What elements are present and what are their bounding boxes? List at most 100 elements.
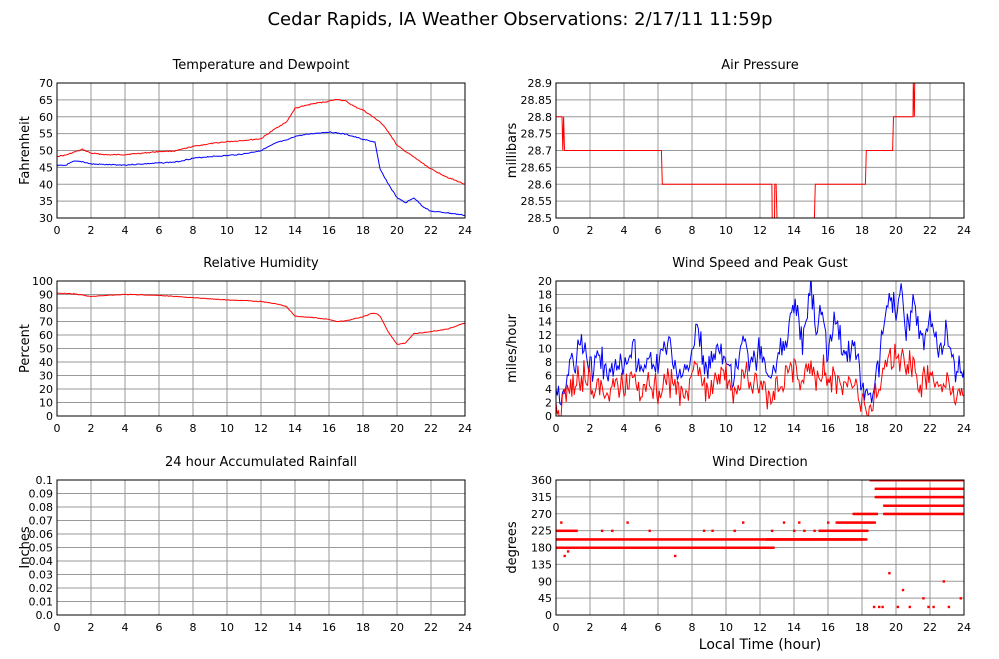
plot-frame bbox=[56, 280, 466, 417]
direction-point bbox=[784, 538, 788, 541]
direction-point bbox=[872, 512, 876, 516]
x-tick-label: 18 bbox=[855, 224, 869, 237]
series-line-0 bbox=[556, 83, 964, 218]
direction-point bbox=[740, 546, 744, 549]
direction-point bbox=[745, 538, 748, 541]
direction-point bbox=[941, 495, 944, 499]
direction-point bbox=[880, 480, 883, 482]
direction-point bbox=[574, 538, 577, 541]
direction-point bbox=[571, 529, 574, 533]
direction-point bbox=[961, 504, 964, 507]
direction-point bbox=[688, 538, 691, 541]
direction-point bbox=[799, 538, 803, 541]
direction-point bbox=[621, 546, 624, 549]
direction-point bbox=[648, 538, 652, 541]
direction-point bbox=[798, 521, 801, 524]
direction-point bbox=[823, 529, 827, 533]
direction-point bbox=[591, 538, 595, 541]
direction-point bbox=[923, 480, 927, 482]
y-tick-label: 30 bbox=[39, 370, 53, 383]
y-tick-label: 45 bbox=[39, 161, 53, 174]
direction-point bbox=[557, 538, 561, 541]
direction-point bbox=[734, 538, 737, 541]
direction-point bbox=[937, 487, 940, 491]
direction-point bbox=[944, 504, 947, 507]
direction-point bbox=[662, 546, 665, 549]
direction-point bbox=[787, 538, 790, 541]
direction-point bbox=[624, 546, 627, 549]
direction-point bbox=[919, 487, 922, 491]
direction-point bbox=[629, 538, 633, 541]
direction-point bbox=[887, 504, 890, 507]
direction-point bbox=[949, 487, 952, 491]
direction-point bbox=[947, 605, 951, 609]
direction-point bbox=[931, 487, 935, 491]
direction-point bbox=[693, 538, 697, 541]
y-tick-label: 18 bbox=[538, 289, 552, 302]
direction-point bbox=[737, 538, 740, 541]
direction-point bbox=[710, 538, 713, 541]
x-tick-label: 22 bbox=[923, 621, 937, 634]
direction-point bbox=[618, 546, 621, 549]
direction-point bbox=[841, 538, 845, 541]
direction-point bbox=[759, 538, 762, 541]
direction-point bbox=[643, 546, 646, 549]
direction-point bbox=[583, 538, 586, 541]
direction-point bbox=[832, 538, 835, 541]
chart-title: 24 hour Accumulated Rainfall bbox=[165, 455, 357, 470]
direction-point bbox=[687, 546, 691, 549]
direction-point bbox=[668, 546, 672, 549]
direction-point bbox=[658, 538, 661, 541]
y-tick-label: 55 bbox=[39, 128, 53, 141]
direction-point bbox=[689, 546, 692, 549]
direction-point bbox=[916, 495, 920, 499]
direction-point bbox=[608, 538, 611, 541]
direction-point bbox=[869, 521, 872, 524]
direction-point bbox=[827, 521, 830, 524]
direction-point bbox=[731, 538, 735, 541]
direction-point bbox=[936, 480, 939, 482]
direction-point bbox=[667, 538, 671, 541]
direction-point bbox=[847, 521, 851, 524]
direction-point bbox=[827, 538, 830, 541]
direction-point bbox=[884, 495, 887, 499]
direction-point bbox=[838, 521, 841, 524]
direction-point bbox=[932, 605, 935, 609]
direction-point bbox=[854, 521, 857, 524]
direction-point bbox=[932, 480, 935, 482]
direction-point bbox=[742, 546, 745, 549]
direction-point bbox=[934, 504, 938, 507]
direction-point bbox=[711, 538, 714, 541]
direction-point bbox=[771, 538, 774, 541]
direction-point bbox=[752, 538, 755, 541]
direction-point bbox=[945, 495, 948, 499]
direction-point bbox=[721, 546, 725, 549]
y-tick-label: 135 bbox=[531, 558, 552, 571]
direction-point bbox=[611, 529, 614, 533]
direction-point bbox=[749, 546, 752, 549]
x-tick-label: 2 bbox=[88, 224, 95, 237]
x-tick-label: 10 bbox=[220, 224, 234, 237]
direction-point bbox=[561, 529, 565, 533]
direction-point bbox=[725, 538, 728, 541]
direction-point bbox=[707, 538, 710, 541]
direction-point bbox=[613, 538, 616, 541]
direction-point bbox=[956, 495, 959, 499]
direction-point bbox=[923, 495, 926, 499]
x-tick-label: 14 bbox=[288, 224, 302, 237]
direction-point bbox=[952, 504, 955, 507]
direction-point bbox=[937, 480, 940, 482]
direction-point bbox=[706, 546, 710, 549]
x-tick-label: 22 bbox=[424, 422, 438, 435]
direction-point bbox=[953, 495, 956, 499]
direction-point bbox=[864, 512, 868, 516]
direction-point bbox=[572, 546, 576, 549]
x-tick-label: 4 bbox=[122, 224, 129, 237]
direction-point bbox=[674, 546, 677, 549]
y-tick-label: 315 bbox=[531, 491, 552, 504]
direction-point bbox=[956, 480, 959, 482]
x-tick-label: 6 bbox=[156, 422, 163, 435]
direction-point bbox=[656, 546, 660, 549]
direction-point bbox=[891, 512, 894, 516]
